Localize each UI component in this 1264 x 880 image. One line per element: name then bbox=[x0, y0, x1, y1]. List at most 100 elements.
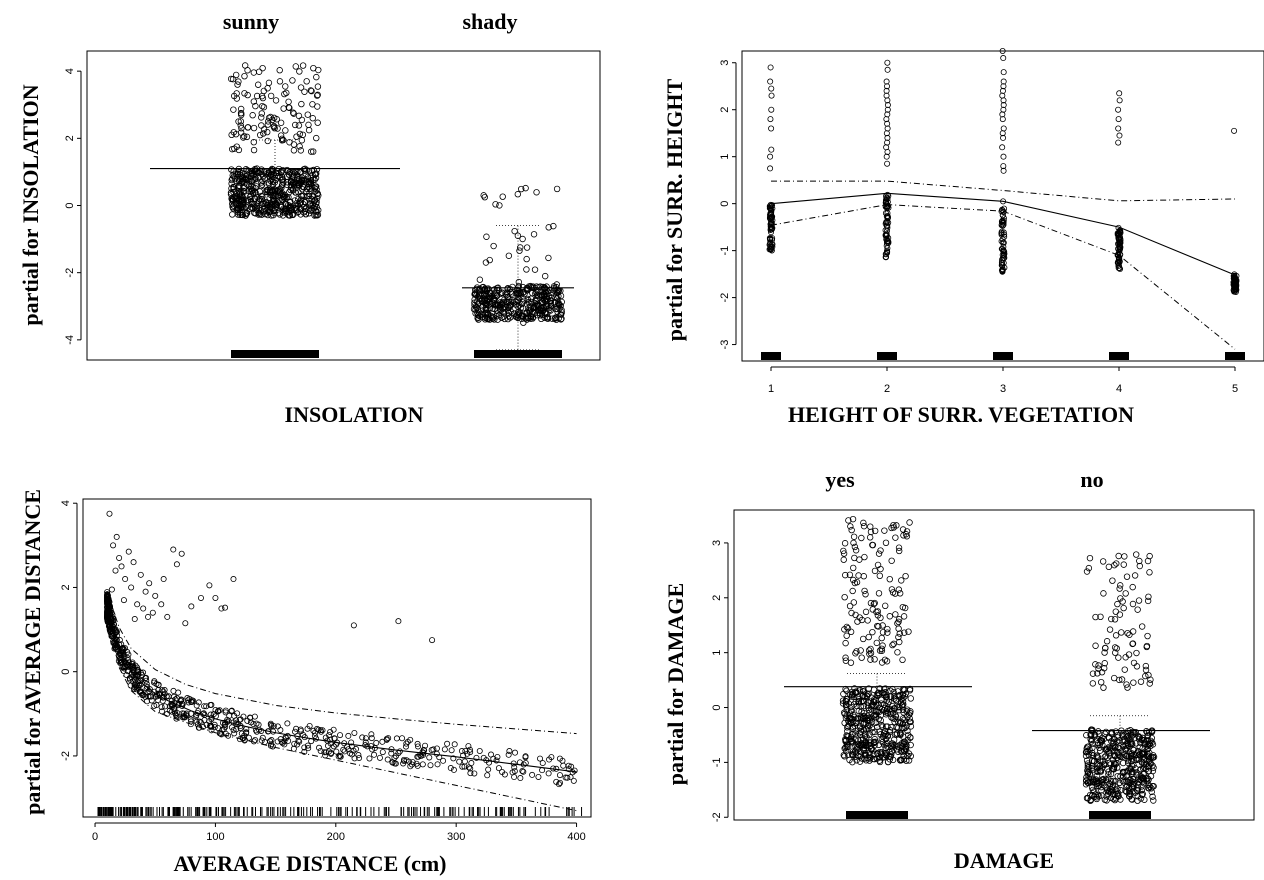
data-point bbox=[512, 749, 519, 756]
data-point bbox=[305, 206, 312, 213]
data-point bbox=[151, 679, 158, 686]
data-point bbox=[277, 727, 284, 734]
rug-tick bbox=[195, 807, 197, 816]
data-point bbox=[1093, 760, 1101, 768]
data-point bbox=[1121, 745, 1129, 752]
data-point bbox=[236, 169, 244, 176]
data-point bbox=[468, 760, 475, 767]
data-point bbox=[315, 726, 322, 733]
data-point bbox=[860, 522, 868, 530]
data-point bbox=[514, 314, 521, 322]
data-point bbox=[506, 748, 513, 755]
axes-average-distance: -2 0 2 4 0 100 200 300 400 bbox=[60, 500, 586, 843]
data-point bbox=[107, 623, 114, 630]
data-point bbox=[272, 97, 280, 104]
y-tick-label: 0 bbox=[60, 669, 72, 675]
data-point bbox=[1115, 751, 1122, 758]
data-point bbox=[173, 715, 180, 722]
data-point bbox=[272, 200, 280, 207]
data-point bbox=[1149, 793, 1156, 800]
data-point bbox=[403, 757, 410, 764]
rug-tick bbox=[126, 807, 128, 816]
data-point bbox=[234, 81, 241, 88]
rug-tick bbox=[112, 807, 114, 816]
data-point bbox=[505, 312, 512, 320]
data-point bbox=[877, 565, 884, 573]
data-point bbox=[291, 740, 298, 747]
data-point bbox=[874, 622, 881, 630]
data-point bbox=[1113, 790, 1121, 797]
data-point bbox=[1120, 759, 1127, 767]
data-point bbox=[1128, 768, 1136, 776]
data-point bbox=[1100, 684, 1107, 691]
y-tick-label: -2 bbox=[711, 812, 723, 822]
data-point bbox=[1135, 785, 1142, 792]
rug-tick bbox=[385, 807, 387, 816]
data-point bbox=[854, 746, 861, 753]
data-point bbox=[315, 66, 322, 74]
rug-block bbox=[993, 352, 1013, 360]
data-point bbox=[558, 298, 565, 306]
rug-tick bbox=[179, 807, 181, 816]
data-point bbox=[270, 211, 277, 219]
data-point bbox=[178, 550, 185, 557]
data-point bbox=[874, 692, 882, 699]
data-point bbox=[119, 663, 126, 670]
data-point bbox=[282, 83, 289, 90]
data-point bbox=[456, 758, 463, 765]
rug-tick bbox=[168, 807, 170, 816]
data-point bbox=[568, 763, 575, 770]
data-point bbox=[1109, 791, 1117, 798]
data-point bbox=[883, 697, 890, 704]
data-point bbox=[1119, 738, 1127, 745]
data-point bbox=[483, 233, 490, 240]
data-point bbox=[345, 732, 352, 739]
data-point bbox=[208, 701, 215, 708]
data-point bbox=[473, 304, 480, 311]
data-point bbox=[252, 102, 259, 110]
data-point bbox=[428, 746, 435, 753]
data-point bbox=[864, 702, 872, 709]
data-point bbox=[884, 739, 891, 747]
data-point bbox=[308, 87, 315, 95]
data-point bbox=[128, 584, 135, 591]
data-point bbox=[274, 723, 281, 730]
data-point bbox=[527, 282, 534, 290]
data-point bbox=[523, 309, 531, 316]
data-point bbox=[851, 713, 858, 721]
data-point bbox=[170, 546, 177, 553]
data-point bbox=[330, 743, 337, 750]
data-point bbox=[884, 106, 891, 113]
rug-tick bbox=[499, 807, 501, 816]
rug-tick bbox=[283, 807, 285, 816]
data-point bbox=[163, 693, 170, 700]
rug-tick bbox=[104, 807, 106, 816]
data-point bbox=[1083, 748, 1090, 755]
data-point bbox=[848, 703, 855, 711]
data-point bbox=[999, 116, 1006, 123]
data-point bbox=[535, 292, 542, 299]
data-point bbox=[389, 759, 396, 766]
data-point bbox=[292, 204, 299, 212]
data-point bbox=[233, 90, 240, 97]
data-point bbox=[907, 695, 914, 702]
data-point bbox=[1108, 615, 1115, 623]
data-point bbox=[1111, 616, 1119, 623]
data-point bbox=[256, 131, 264, 139]
data-point bbox=[269, 198, 276, 206]
data-point bbox=[1136, 767, 1144, 774]
data-point bbox=[309, 176, 317, 183]
data-point bbox=[906, 718, 913, 725]
data-point bbox=[256, 188, 264, 195]
data-point bbox=[143, 677, 150, 684]
data-point bbox=[873, 701, 880, 708]
data-point bbox=[999, 130, 1006, 137]
data-point bbox=[519, 767, 526, 774]
data-point bbox=[447, 765, 454, 772]
data-point bbox=[889, 740, 896, 747]
data-point bbox=[301, 748, 308, 755]
rug-tick bbox=[285, 807, 287, 816]
data-point bbox=[336, 752, 343, 759]
data-point bbox=[230, 129, 237, 136]
y-axis-damage: -2 -1 0 1 2 3 bbox=[711, 540, 729, 822]
